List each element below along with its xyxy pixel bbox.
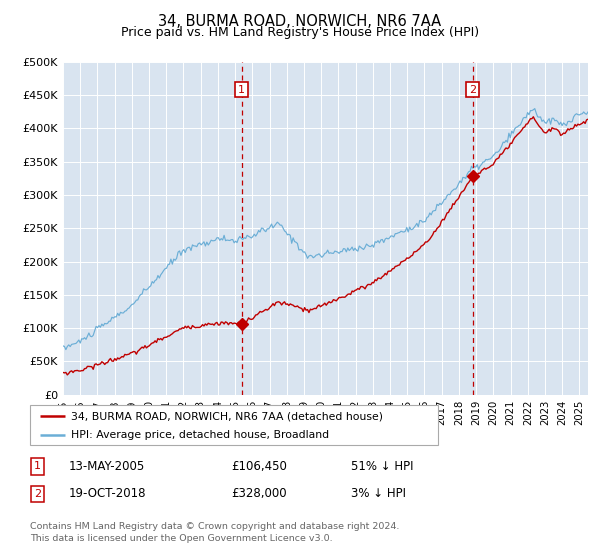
Text: This data is licensed under the Open Government Licence v3.0.: This data is licensed under the Open Gov…: [30, 534, 332, 543]
Text: £328,000: £328,000: [231, 487, 287, 501]
Text: 2: 2: [34, 489, 41, 499]
Text: £106,450: £106,450: [231, 460, 287, 473]
Text: 1: 1: [238, 85, 245, 95]
Text: 13-MAY-2005: 13-MAY-2005: [69, 460, 145, 473]
Text: 3% ↓ HPI: 3% ↓ HPI: [351, 487, 406, 501]
Text: 19-OCT-2018: 19-OCT-2018: [69, 487, 146, 501]
FancyBboxPatch shape: [30, 405, 438, 445]
Text: Price paid vs. HM Land Registry's House Price Index (HPI): Price paid vs. HM Land Registry's House …: [121, 26, 479, 39]
Text: 2: 2: [469, 85, 476, 95]
Text: HPI: Average price, detached house, Broadland: HPI: Average price, detached house, Broa…: [71, 430, 329, 440]
Text: 34, BURMA ROAD, NORWICH, NR6 7AA (detached house): 34, BURMA ROAD, NORWICH, NR6 7AA (detach…: [71, 411, 383, 421]
Text: 34, BURMA ROAD, NORWICH, NR6 7AA: 34, BURMA ROAD, NORWICH, NR6 7AA: [158, 14, 442, 29]
Text: Contains HM Land Registry data © Crown copyright and database right 2024.: Contains HM Land Registry data © Crown c…: [30, 522, 400, 531]
Text: 1: 1: [34, 461, 41, 472]
Text: 51% ↓ HPI: 51% ↓ HPI: [351, 460, 413, 473]
